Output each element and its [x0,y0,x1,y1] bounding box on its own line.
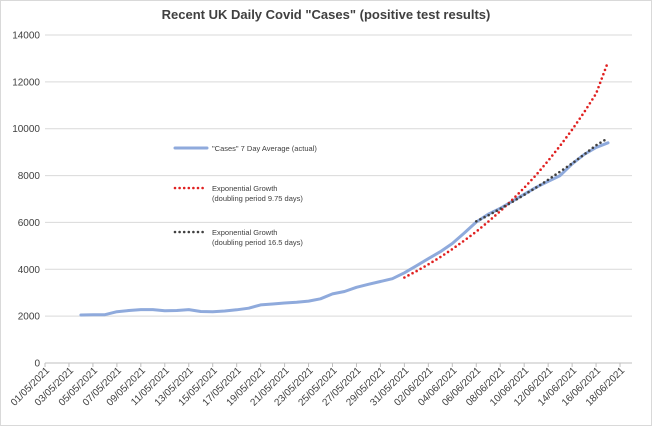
y-tick-label: 14000 [12,31,40,42]
y-axis-ticks: 0 2000 4000 6000 8000 10000 12000 14000 [12,31,40,370]
y-tick-label: 12000 [12,77,40,88]
legend-sublabel-3: (doubling period 16.5 days) [212,238,303,247]
legend-sublabel-2: (doubling period 9.75 days) [212,194,303,203]
gridlines [45,34,632,364]
y-tick-label: 10000 [12,124,40,135]
legend-label-2: Exponential Growth [212,184,277,193]
y-tick-label: 8000 [18,171,41,182]
series-line-1 [79,141,610,317]
legend-label-3: Exponential Growth [212,228,277,237]
legend-label-1: "Cases" 7 Day Average (actual) [212,144,317,153]
y-tick-label: 6000 [18,218,41,229]
series-line-2 [403,60,610,279]
legend: "Cases" 7 Day Average (actual) Exponentia… [173,144,317,247]
series-line-3 [474,136,610,223]
y-tick-label: 0 [34,359,40,370]
series-group [79,60,610,317]
chart-title: Recent UK Daily Covid "Cases" (positive … [162,7,491,22]
y-tick-label: 4000 [18,265,41,276]
y-tick-label: 2000 [18,312,41,323]
x-axis: 01/05/202103/05/202105/05/202107/05/2021… [9,362,632,409]
